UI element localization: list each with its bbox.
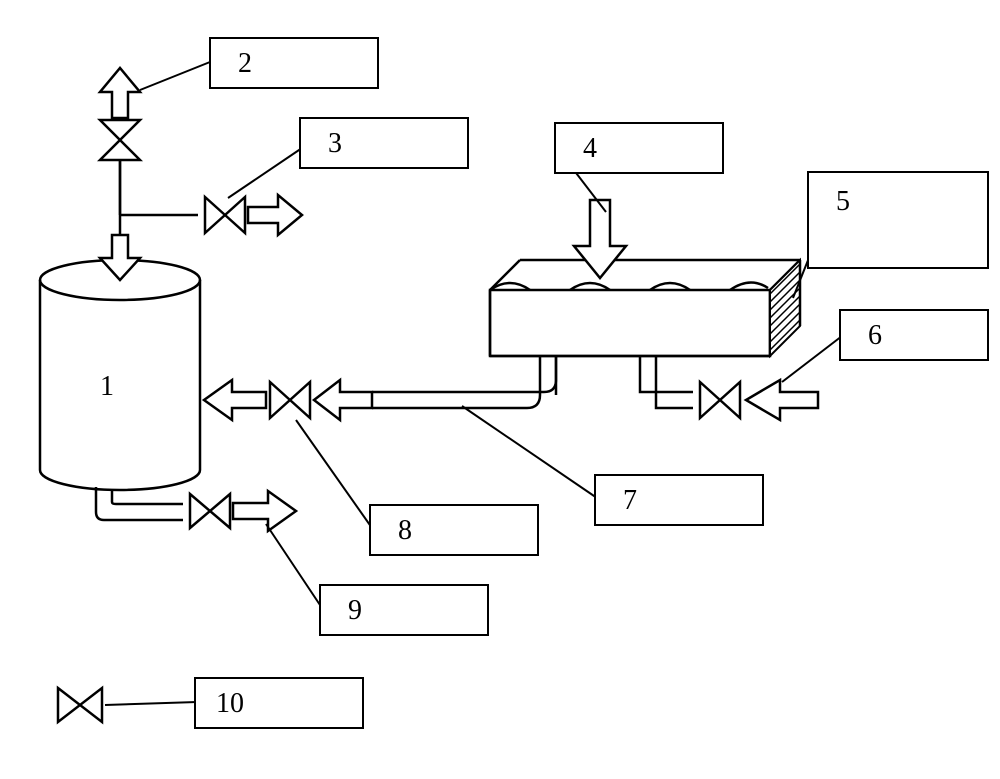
trough-5 [490, 260, 800, 356]
svg-text:8: 8 [398, 515, 412, 546]
svg-text:9: 9 [348, 595, 362, 626]
leader-2 [140, 62, 210, 90]
svg-text:7: 7 [623, 485, 637, 516]
valve-3 [205, 197, 245, 233]
svg-text:3: 3 [328, 128, 342, 159]
valve-8 [270, 382, 310, 418]
valve-9 [190, 494, 230, 528]
valve-legend-10 [58, 688, 102, 722]
svg-text:10: 10 [216, 688, 244, 719]
arrow-right-3 [248, 195, 302, 235]
label-box-3: 3 [300, 118, 468, 168]
label-box-4: 4 [555, 123, 723, 173]
leader-6 [782, 336, 842, 382]
leader-7 [462, 406, 597, 498]
arrow-left-into-6 [658, 384, 696, 416]
leader-9 [266, 524, 322, 608]
arrow-up-2 [100, 68, 140, 118]
svg-text:6: 6 [868, 320, 882, 351]
valve-6 [700, 382, 740, 418]
label-box-10: 10 [195, 678, 363, 728]
tank-label: 1 [100, 371, 114, 402]
label-box-9: 9 [320, 585, 488, 635]
label-box-5: 5 [808, 172, 988, 268]
pipe-bottom [96, 487, 183, 520]
pipe-7 [372, 356, 556, 408]
svg-text:4: 4 [583, 133, 597, 164]
label-box-2: 2 [210, 38, 378, 88]
arrow-down-4 [574, 200, 626, 278]
arrow-left-6 [746, 380, 818, 420]
svg-text:5: 5 [836, 186, 850, 217]
pipe-right [640, 356, 693, 408]
arrow-left-8a [204, 380, 266, 420]
svg-text:2: 2 [238, 48, 252, 79]
arrow-right-9 [233, 491, 296, 531]
label-box-6: 6 [840, 310, 988, 360]
leader-3 [228, 148, 302, 198]
tank-1 [40, 260, 200, 490]
label-box-8: 8 [370, 505, 538, 555]
arrow-left-8b [314, 380, 372, 420]
leader-10 [105, 702, 197, 705]
label-box-7: 7 [595, 475, 763, 525]
leader-8 [296, 420, 372, 528]
valve-2 [100, 120, 140, 160]
